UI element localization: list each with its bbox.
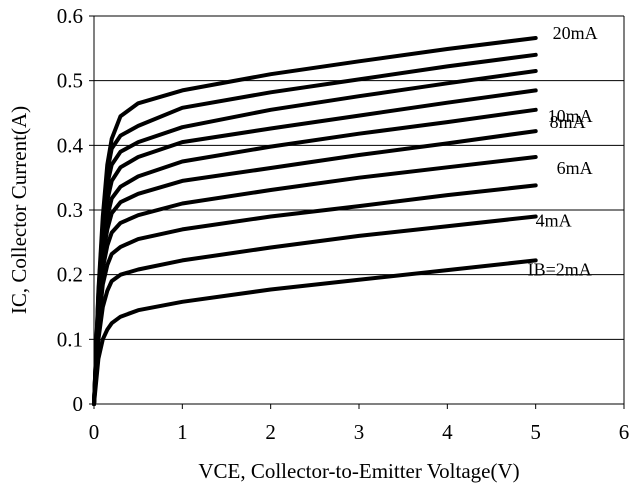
x-tick-label-1: 1 [177,420,188,444]
x-axis-title: VCE, Collector-to-Emitter Voltage(V) [198,459,519,483]
x-tick-label-6: 6 [619,420,630,444]
series-label-4: 8mA [550,112,586,132]
y-tick-label-6: 0.6 [57,4,83,28]
series-label-3: 6mA [557,158,593,178]
y-tick-label-5: 0.5 [57,69,83,93]
series-line-9 [92,36,538,406]
x-tick-label-3: 3 [354,420,365,444]
series-line-6 [92,88,538,406]
y-tick-label-3: 0.3 [57,198,83,222]
series-line-0 [92,258,538,406]
x-tick-label-0: 0 [89,420,100,444]
y-tick-label-0: 0 [73,392,84,416]
x-tick-label-4: 4 [442,420,453,444]
series-label-1: 4mA [536,210,572,230]
y-axis-title: IC, Collector Current(A) [7,106,31,314]
series-label-5: 10mA [548,106,593,126]
series-line-2 [92,183,538,406]
ticks: 0 0.1 0.2 0.3 0.4 0.5 0.6 0 1 2 3 4 5 6 [57,4,630,444]
y-tick-label-2: 0.2 [57,263,83,287]
series-line-8 [92,52,538,406]
x-tick-label-2: 2 [265,420,276,444]
y-tick-label-1: 0.1 [57,327,83,351]
series-line-1 [92,214,538,406]
series-label-0: IB=2mA [528,259,592,279]
series-line-5 [92,107,538,406]
x-tick-label-5: 5 [530,420,541,444]
series-label-9: 20mA [553,23,598,43]
y-tick-label-4: 0.4 [57,133,84,157]
series-group [92,36,538,406]
